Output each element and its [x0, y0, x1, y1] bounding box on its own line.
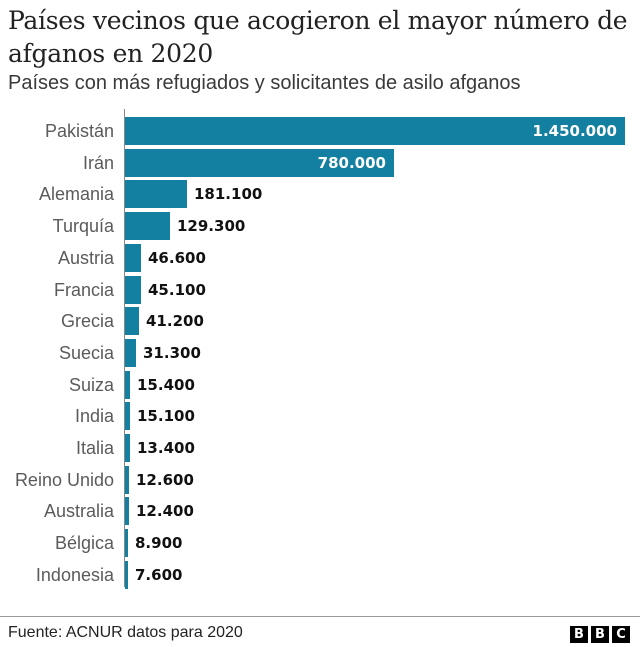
value-label: 13.400: [137, 439, 195, 457]
bar: [125, 243, 141, 272]
value-label: 31.300: [143, 343, 201, 362]
bar-chart: Pakistán 1.450.000 Irán 780.000 Alemania 181.…: [0, 109, 640, 597]
value-label: 46.600: [148, 248, 206, 267]
bar-row: Turquía 129.300: [0, 212, 640, 241]
value-label: 780.000: [317, 153, 386, 172]
footer-divider: [0, 616, 640, 617]
category-label: Italia: [75, 438, 114, 458]
category-label: Irán: [82, 152, 114, 173]
bar: [125, 307, 139, 336]
bar: [125, 560, 128, 589]
bar: [125, 434, 130, 462]
bbc-logo-letter: B: [591, 626, 609, 643]
value-label: 15.100: [137, 407, 195, 426]
bar-row: Suecia 31.300: [0, 338, 640, 367]
category-label: Australia: [43, 501, 114, 522]
bar: [125, 465, 129, 494]
bar: [125, 370, 130, 399]
bar: [125, 529, 128, 558]
category-label: Suiza: [68, 374, 114, 395]
value-label: 12.400: [136, 502, 194, 521]
bar: [125, 148, 394, 177]
bar-row: Australia 12.400: [0, 497, 640, 526]
bar: [125, 338, 136, 367]
category-label: Suecia: [58, 342, 114, 363]
value-label: 12.600: [136, 470, 194, 489]
bar: [125, 117, 625, 145]
category-label: Reino Unido: [14, 469, 114, 490]
category-label: Bélgica: [54, 533, 114, 554]
bar-row: Grecia 41.200: [0, 307, 640, 336]
bar: [125, 212, 170, 241]
category-label: Francia: [53, 279, 114, 300]
bar-row: Irán 780.000: [0, 148, 640, 177]
category-label: Pakistán: [44, 121, 114, 141]
value-label: 15.400: [137, 375, 195, 394]
bar-row: Bélgica 8.900: [0, 529, 640, 558]
bar-row: Austria 46.600: [0, 243, 640, 272]
bbc-logo: B B C: [570, 626, 630, 643]
bbc-logo-letter: B: [570, 626, 588, 643]
bar: [125, 402, 130, 431]
bar-row: Francia 45.100: [0, 275, 640, 304]
chart-title: Países vecinos que acogieron el mayor nú…: [8, 6, 628, 68]
category-label: Grecia: [60, 311, 114, 332]
category-label: Indonesia: [35, 564, 114, 585]
bar: [125, 275, 141, 304]
bar-row: India 15.100: [0, 402, 640, 431]
category-label: India: [74, 406, 114, 427]
value-label: 1.450.000: [532, 122, 617, 140]
value-label: 129.300: [177, 217, 246, 236]
bar: [125, 180, 187, 209]
source-note: Fuente: ACNUR datos para 2020: [8, 624, 243, 641]
value-label: 8.900: [135, 534, 183, 553]
y-axis-line: [124, 109, 125, 587]
chart-subtitle: Países con más refugiados y solicitantes…: [8, 72, 521, 94]
value-label: 45.100: [148, 280, 206, 299]
category-label: Turquía: [52, 216, 114, 237]
value-label: 181.100: [194, 185, 263, 204]
bar-row: Alemania 181.100: [0, 180, 640, 209]
category-label: Alemania: [38, 184, 114, 205]
bbc-logo-letter: C: [612, 626, 630, 643]
bar-row: Italia 13.400: [0, 434, 640, 462]
bar-row: Pakistán 1.450.000: [0, 117, 640, 145]
bar: [125, 497, 129, 526]
value-label: 41.200: [146, 312, 204, 331]
bar-row: Suiza 15.400: [0, 370, 640, 399]
bar-row: Indonesia 7.600: [0, 560, 640, 589]
bar-row: Reino Unido 12.600: [0, 465, 640, 494]
category-label: Austria: [57, 247, 114, 268]
value-label: 7.600: [135, 565, 183, 584]
